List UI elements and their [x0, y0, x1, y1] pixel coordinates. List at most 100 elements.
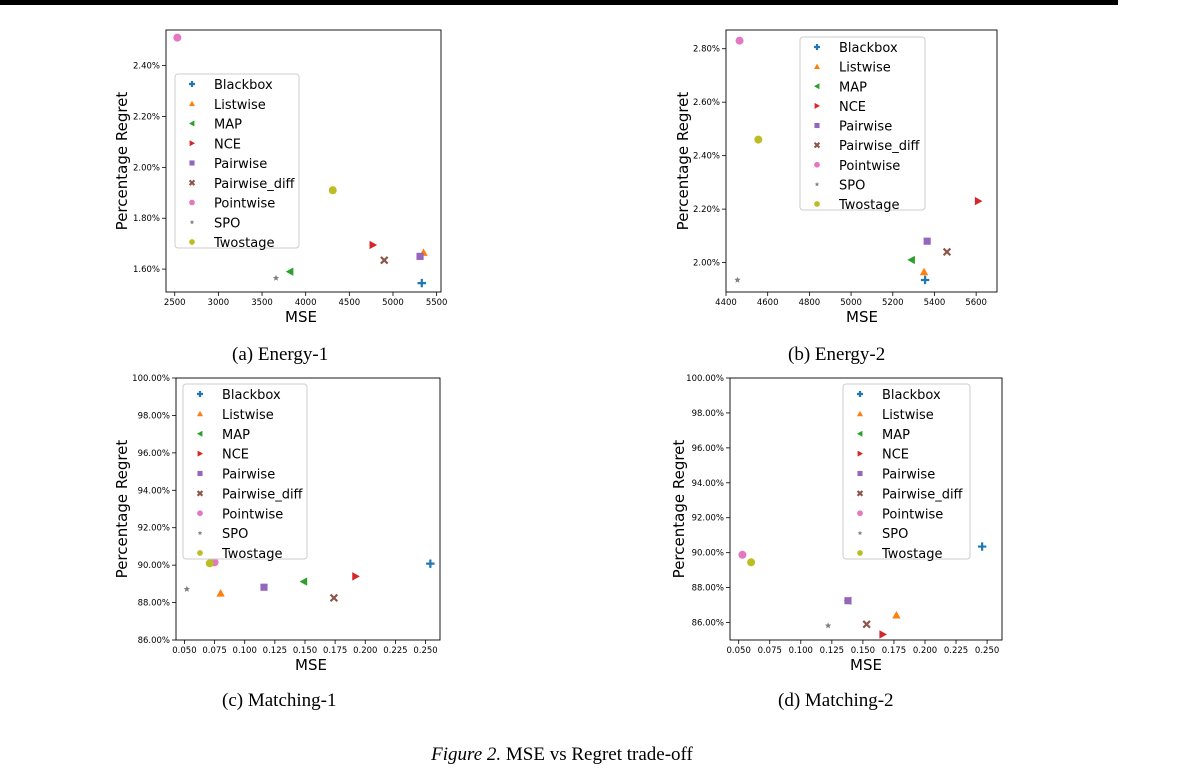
point-spo — [824, 622, 832, 629]
x-tick-label: 0.200 — [913, 646, 937, 656]
legend-label-pairwise-diff: Pairwise_diff — [214, 177, 296, 192]
legend-marker-pairwise-diff — [196, 490, 204, 497]
x-tick-label: 0.100 — [789, 646, 813, 656]
y-tick-label: 86.00% — [138, 636, 170, 646]
y-axis-label: Percentage Regret — [113, 440, 131, 579]
point-blackbox — [426, 559, 435, 568]
legend-box — [842, 383, 971, 560]
point-nce — [974, 196, 983, 206]
legend-label-pointwise: Pointwise — [882, 507, 943, 522]
legend-marker-nce — [814, 102, 820, 109]
point-pointwise — [738, 550, 747, 559]
x-tick-label: 0.075 — [202, 646, 226, 656]
legend-marker-nce — [189, 140, 195, 147]
legend-label-nce: NCE — [882, 448, 909, 463]
legend-marker-twostage — [857, 550, 863, 556]
y-axis-label: Percentage Regret — [670, 440, 688, 579]
legend-marker-pointwise — [814, 161, 820, 168]
legend-label-spo: SPO — [214, 216, 240, 231]
legend-label-nce: NCE — [839, 100, 866, 115]
caption-matching-1: (c) Matching-1 — [222, 690, 337, 711]
x-tick-label: 2500 — [164, 298, 186, 308]
y-tick-label: 100.00% — [686, 374, 724, 384]
y-tick-label: 2.00% — [693, 259, 720, 269]
y-tick-label: 92.00% — [692, 514, 724, 524]
legend-marker-spo — [814, 181, 820, 187]
legend-label-pointwise: Pointwise — [214, 197, 275, 212]
point-pairwise — [923, 237, 931, 245]
x-tick-label: 0.175 — [882, 646, 906, 656]
y-tick-label: 2.60% — [693, 98, 720, 108]
x-tick-label: 0.250 — [413, 646, 437, 656]
legend-marker-listwise — [197, 410, 203, 417]
legend-marker-listwise — [814, 63, 820, 70]
x-tick-label: 0.050 — [727, 646, 751, 656]
x-tick-label: 0.150 — [293, 646, 317, 656]
y-tick-label: 2.20% — [693, 205, 720, 215]
point-listwise — [216, 589, 225, 597]
legend-label-listwise: Listwise — [882, 408, 934, 423]
legend-label-listwise: Listwise — [214, 98, 266, 113]
caption-matching-2: (d) Matching-2 — [778, 690, 894, 711]
plot-frame — [165, 29, 442, 293]
y-tick-label: 96.00% — [692, 444, 724, 454]
legend-label-blackbox: Blackbox — [214, 78, 273, 93]
legend-label-spo: SPO — [882, 527, 908, 542]
legend-label-listwise: Listwise — [222, 408, 274, 423]
y-tick-label: 100.00% — [132, 374, 170, 384]
x-tick-label: 0.175 — [323, 646, 347, 656]
point-blackbox — [977, 542, 987, 551]
y-axis-label: Percentage Regret — [674, 92, 692, 231]
x-tick-label: 0.225 — [383, 646, 407, 656]
legend-marker-map — [189, 120, 195, 127]
y-tick-label: 2.80% — [693, 45, 720, 55]
x-tick-label: 0.225 — [944, 646, 968, 656]
point-map — [299, 577, 308, 586]
x-tick-label: 4800 — [799, 298, 821, 308]
legend-marker-twostage — [189, 239, 195, 245]
y-axis-label: Percentage Regret — [113, 92, 131, 231]
chart--d-matching-2: 0.050 0.075 0.100 0.125 0.150 0.175 0.200 0.225… — [670, 374, 1003, 674]
x-axis-label: MSE — [285, 308, 317, 326]
legend-label-twostage: Twostage — [881, 547, 942, 562]
legend-marker-pairwise — [814, 122, 820, 129]
legend-marker-nce — [857, 450, 863, 457]
legend-label-spo: SPO — [222, 527, 248, 542]
legend-marker-map — [814, 83, 820, 90]
x-tick-label: 0.125 — [820, 646, 844, 656]
legend-label-blackbox: Blackbox — [882, 388, 941, 403]
legend-label-twostage: Twostage — [221, 547, 282, 562]
legend-label-pairwise-diff: Pairwise_diff — [222, 487, 304, 502]
legend-marker-pairwise — [857, 470, 863, 477]
legend-label-pointwise: Pointwise — [839, 159, 900, 174]
legend-box — [182, 383, 308, 560]
legend-marker-pairwise — [189, 160, 195, 166]
plot-frame — [175, 377, 441, 641]
legend-marker-blackbox — [857, 391, 863, 397]
point-twostage — [754, 135, 763, 144]
point-pointwise — [173, 33, 182, 42]
legend-box — [174, 73, 300, 249]
legend: Blackbox Listwise MAP NCE Pairwise Pairwise_d… — [174, 73, 300, 251]
legend-label-pointwise: Pointwise — [222, 507, 283, 522]
legend-marker-blackbox — [814, 44, 820, 50]
legend-label-nce: NCE — [214, 137, 241, 152]
legend-label-map: MAP — [882, 428, 910, 443]
y-tick-label: 2.20% — [133, 112, 160, 122]
legend-marker-listwise — [857, 410, 863, 417]
x-tick-label: 0.075 — [758, 646, 782, 656]
legend-marker-map — [197, 430, 203, 437]
legend-marker-blackbox — [189, 81, 195, 87]
point-pairwise-diff — [942, 247, 952, 257]
point-pairwise-diff — [380, 256, 389, 265]
legend-marker-spo — [189, 219, 195, 225]
legend: Blackbox Listwise MAP NCE Pairwise Pairwise_d… — [799, 36, 926, 213]
legend-marker-twostage — [197, 550, 203, 556]
legend-label-pairwise: Pairwise — [222, 468, 275, 483]
legend-marker-pointwise — [189, 199, 195, 206]
legend-label-pairwise-diff: Pairwise_diff — [882, 487, 964, 502]
y-tick-label: 92.00% — [138, 524, 170, 534]
point-twostage — [328, 186, 337, 195]
x-tick-label: 5600 — [965, 298, 987, 308]
